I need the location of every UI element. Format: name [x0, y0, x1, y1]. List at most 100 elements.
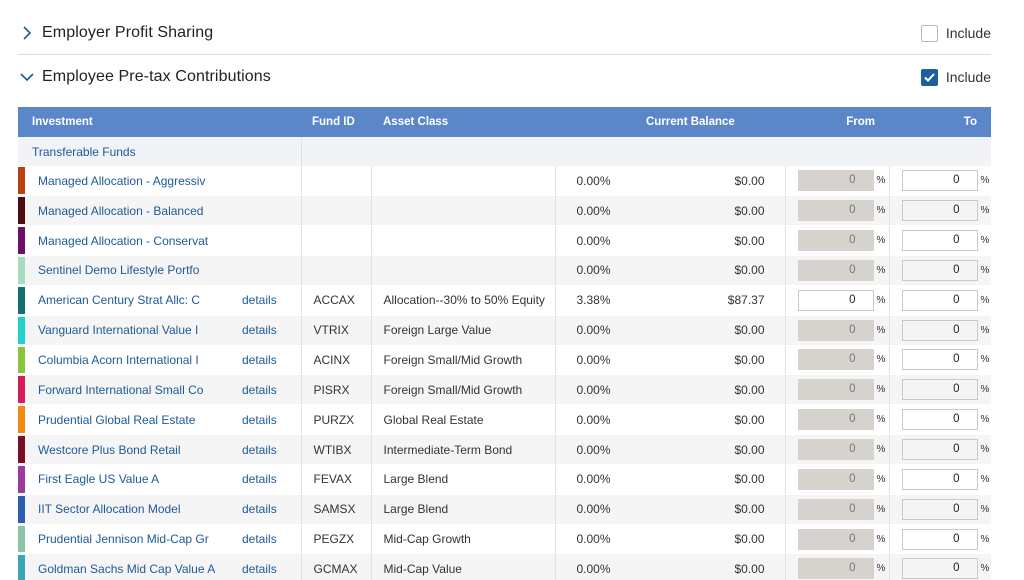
from-input[interactable]: 0 [797, 289, 874, 311]
details-link [242, 225, 302, 257]
from-cell: 0% [785, 404, 890, 436]
fund-id: SAMSX [301, 494, 372, 525]
fund-color-swatch [18, 227, 25, 255]
to-input[interactable]: 0 [901, 259, 978, 281]
details-link[interactable]: details [242, 434, 302, 465]
to-input[interactable]: 0 [901, 289, 978, 311]
chevron-right-icon[interactable] [18, 24, 36, 42]
details-link[interactable]: details [242, 315, 302, 346]
balance-amount: $0.00 [613, 225, 786, 257]
include-checkbox[interactable] [920, 24, 938, 42]
to-input[interactable]: 0 [901, 230, 978, 252]
to-input[interactable]: 0 [901, 409, 978, 431]
section-title[interactable]: Employee Pre-tax Contributions [42, 68, 271, 85]
from-cell: 0% [785, 225, 890, 257]
asset-class: Foreign Small/Mid Growth [371, 345, 556, 376]
fund-name-link[interactable]: Goldman Sachs Mid Cap Value A [38, 561, 216, 576]
fund-name-link[interactable]: Vanguard International Value I [38, 323, 199, 338]
balance-amount: $0.00 [613, 195, 786, 227]
details-link[interactable]: details [242, 464, 302, 495]
include-checkbox[interactable] [920, 68, 938, 86]
to-input[interactable]: 0 [901, 439, 978, 461]
include-toggle[interactable]: Include [920, 68, 991, 86]
fund-name-link[interactable]: Forward International Small Co [38, 382, 204, 397]
include-toggle[interactable]: Include [920, 24, 991, 42]
asset-class: Foreign Large Value [371, 315, 556, 346]
fund-name-link[interactable]: Managed Allocation - Balanced [38, 203, 204, 218]
asset-class: Large Blend [371, 464, 556, 495]
fund-name-link[interactable]: Managed Allocation - Conservat [38, 233, 209, 248]
asset-class [371, 225, 556, 257]
from-cell: 0% [785, 345, 890, 376]
fund-name-link[interactable]: Prudential Jennison Mid-Cap Gr [38, 532, 209, 547]
table-row: Prudential Global Real Estate details PU… [18, 404, 991, 436]
fund-name-link[interactable]: Columbia Acorn International I [38, 352, 199, 367]
table-row: American Century Strat Allc: C details A… [18, 285, 991, 316]
to-input[interactable]: 0 [901, 319, 978, 341]
to-input[interactable]: 0 [901, 379, 978, 401]
fund-color-swatch [18, 316, 25, 344]
asset-class: Mid-Cap Growth [371, 524, 556, 555]
to-input[interactable]: 0 [901, 349, 978, 371]
details-link[interactable]: details [242, 494, 302, 525]
to-cell: 0% [889, 255, 991, 286]
table-row: Managed Allocation - Aggressiv 0.00% $0.… [18, 166, 991, 197]
fund-name-link[interactable]: Westcore Plus Bond Retail [38, 442, 181, 457]
section-employer-profit-sharing[interactable]: Employer Profit Sharing Include [18, 12, 991, 55]
from-percent-sign: % [876, 384, 886, 396]
header-to[interactable]: To [889, 107, 991, 137]
fund-name-link[interactable]: Sentinel Demo Lifestyle Portfo [38, 263, 200, 278]
to-input[interactable]: 0 [901, 170, 978, 192]
details-link[interactable]: details [242, 553, 302, 580]
from-cell: 0% [785, 285, 890, 316]
to-input[interactable]: 0 [901, 498, 978, 520]
fund-name-link[interactable]: Managed Allocation - Aggressiv [38, 173, 206, 188]
balance-amount: $0.00 [613, 494, 786, 525]
balance-amount: $0.00 [613, 315, 786, 346]
asset-class [371, 166, 556, 197]
from-percent-sign: % [876, 533, 886, 545]
details-link[interactable]: details [242, 345, 302, 376]
details-link[interactable]: details [242, 524, 302, 555]
fund-name-cell: Sentinel Demo Lifestyle Portfo [18, 255, 242, 286]
header-from[interactable]: From [785, 107, 889, 137]
to-cell: 0% [889, 225, 991, 257]
fund-id: WTIBX [301, 434, 372, 465]
to-percent-sign: % [980, 264, 990, 276]
details-link[interactable]: details [242, 374, 302, 406]
from-percent-sign: % [876, 563, 886, 575]
table-row: Columbia Acorn International I details A… [18, 345, 991, 376]
balance-amount: $0.00 [613, 553, 786, 580]
from-percent-sign: % [876, 264, 886, 276]
from-cell: 0% [785, 553, 890, 580]
from-percent-sign: % [876, 175, 886, 187]
fund-name-cell: Vanguard International Value I [18, 315, 242, 346]
fund-name-link[interactable]: IIT Sector Allocation Model [38, 502, 181, 517]
to-cell: 0% [889, 494, 991, 525]
to-input[interactable]: 0 [901, 528, 978, 550]
header-investment[interactable]: Investment [18, 107, 242, 137]
to-input[interactable]: 0 [901, 468, 978, 490]
fund-id: FEVAX [301, 464, 372, 495]
header-current-balance[interactable]: Current Balance [613, 107, 785, 137]
to-input[interactable]: 0 [901, 200, 978, 222]
header-asset-class[interactable]: Asset Class [371, 107, 555, 137]
details-link[interactable]: details [242, 285, 302, 316]
to-percent-sign: % [980, 533, 990, 545]
header-fund-id[interactable]: Fund ID [301, 107, 371, 137]
balance-percent: 0.00% [555, 315, 613, 346]
fund-name-link[interactable]: First Eagle US Value A [38, 472, 160, 487]
chevron-down-icon[interactable] [18, 68, 36, 86]
details-link[interactable]: details [242, 404, 302, 436]
from-cell: 0% [785, 524, 890, 555]
balance-percent: 0.00% [555, 225, 613, 257]
fund-name-cell: Managed Allocation - Balanced [18, 195, 242, 227]
fund-name-link[interactable]: American Century Strat Allc: C [38, 293, 201, 308]
section-title[interactable]: Employer Profit Sharing [42, 24, 214, 41]
to-cell: 0% [889, 553, 991, 580]
to-input[interactable]: 0 [901, 558, 978, 580]
fund-name-link[interactable]: Prudential Global Real Estate [38, 412, 196, 427]
fund-name-cell: First Eagle US Value A [18, 464, 242, 495]
fund-id: ACINX [301, 345, 372, 376]
section-employee-pretax-contributions[interactable]: Employee Pre-tax Contributions Include [18, 56, 991, 98]
